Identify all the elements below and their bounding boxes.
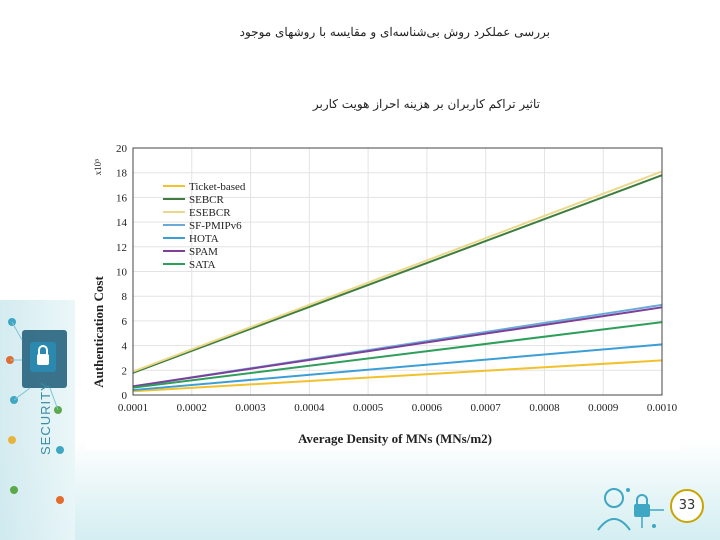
x-tick-label: 0.0006: [412, 402, 443, 414]
x-tick-label: 0.0002: [177, 402, 207, 414]
slide-title: بررسی عملکرد روش بی‌شناسه‌ای و مقایسه با…: [239, 25, 550, 39]
x-tick-label: 0.0001: [118, 402, 148, 414]
x-axis-label: Average Density of MNs (MNs/m2): [298, 431, 492, 446]
legend-entry: HOTA: [189, 233, 219, 245]
y-tick-label: 2: [122, 365, 128, 377]
series-line-ticket-based: [132, 359, 663, 393]
x-tick-label: 0.0005: [353, 402, 384, 414]
y-axis-label: Authentication Cost: [91, 276, 106, 388]
series-line-hota: [132, 343, 663, 392]
x-tick-label: 0.0003: [235, 402, 266, 414]
chart-canvas: 0.0001 0.0002 0.0003 0.0004 0.0005 0.0006 0.00…: [91, 143, 678, 446]
y-tick-label: 10: [116, 267, 128, 279]
x-tick-label: 0.0004: [294, 402, 325, 414]
x-tick-label: 0.0008: [529, 402, 560, 414]
security-label: SECURITY: [38, 381, 53, 455]
series-line-esebcr: [132, 170, 663, 373]
security-logo-icon: [597, 488, 664, 531]
plot-frame: [132, 147, 663, 396]
legend-entry: ESEBCR: [189, 207, 231, 219]
x-tick-label: 0.0009: [588, 402, 619, 414]
legend-entry: SF-PMIPv6: [189, 220, 242, 232]
authentication-cost-chart: 0.0001 0.0002 0.0003 0.0004 0.0005 0.0006 0.00…: [85, 127, 680, 450]
x-tick-label: 0.0007: [471, 402, 502, 414]
series-line-sata: [132, 321, 663, 389]
legend-entry: SEBCR: [189, 194, 225, 206]
slide-background-band: [0, 440, 720, 540]
y-tick-label: 12: [116, 242, 127, 254]
slide-subtitle: تاثیر تراکم کاربران بر هزینه احراز هویت …: [312, 97, 540, 111]
y-tick-label: 16: [116, 192, 128, 204]
chart-legend: Ticket-basedSEBCRESEBCRSF-PMIPv6HOTASPAM…: [163, 181, 246, 271]
axis-layer: 0.0001 0.0002 0.0003 0.0004 0.0005 0.0006 0.00…: [116, 143, 678, 414]
series-line-spam: [132, 306, 663, 388]
y-tick-label: 20: [116, 143, 128, 155]
y-tick-label: 6: [122, 316, 128, 328]
legend-entry: SPAM: [189, 246, 218, 258]
security-illustration: [6, 318, 67, 504]
series-line-sebcr: [132, 174, 663, 374]
legend-entry: Ticket-based: [189, 181, 246, 193]
x-tick-label: 0.0010: [647, 402, 678, 414]
series-layer: [132, 170, 663, 393]
legend-entry: SATA: [189, 259, 216, 271]
y-axis-scale-note: x10⁵: [93, 159, 103, 176]
y-tick-label: 4: [122, 341, 128, 353]
y-tick-label: 0: [122, 390, 128, 402]
y-tick-label: 14: [116, 217, 128, 229]
page-number-badge: 33: [670, 489, 704, 523]
y-tick-label: 18: [116, 168, 128, 180]
y-tick-label: 8: [122, 291, 128, 303]
